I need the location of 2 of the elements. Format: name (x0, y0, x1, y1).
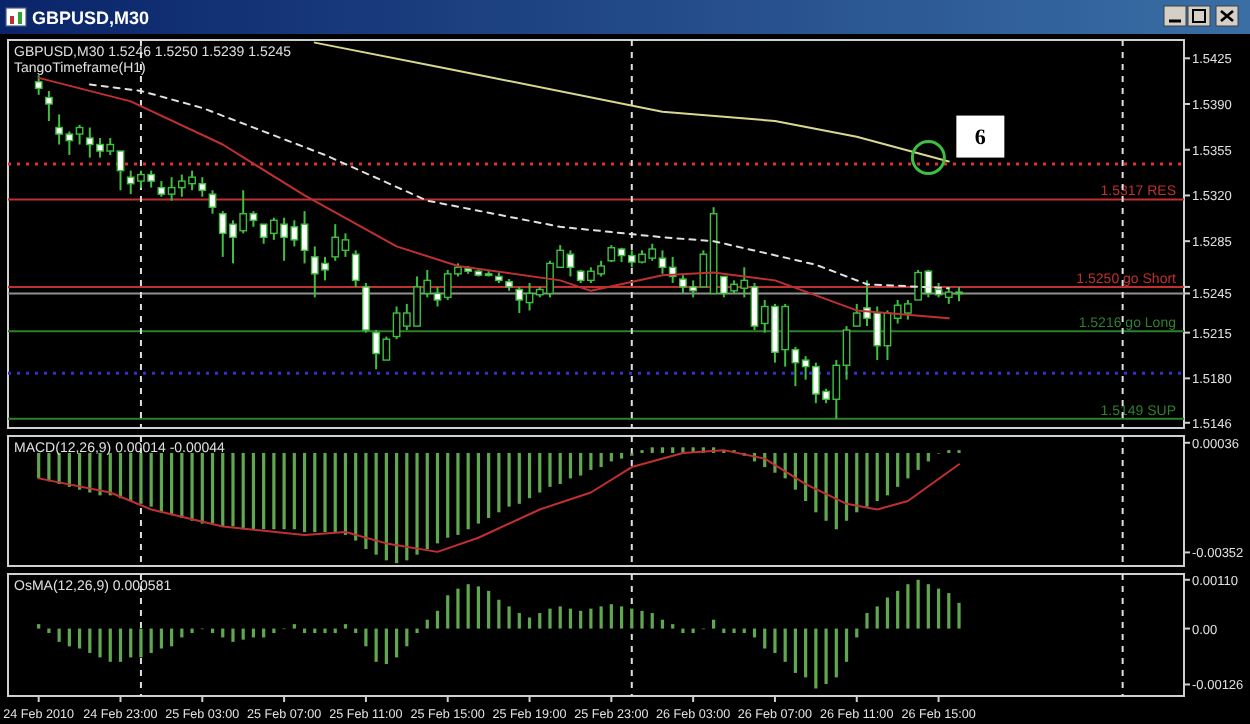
chart-title: GBPUSD,M30 (32, 8, 150, 28)
annotation: 6 (974, 125, 987, 150)
